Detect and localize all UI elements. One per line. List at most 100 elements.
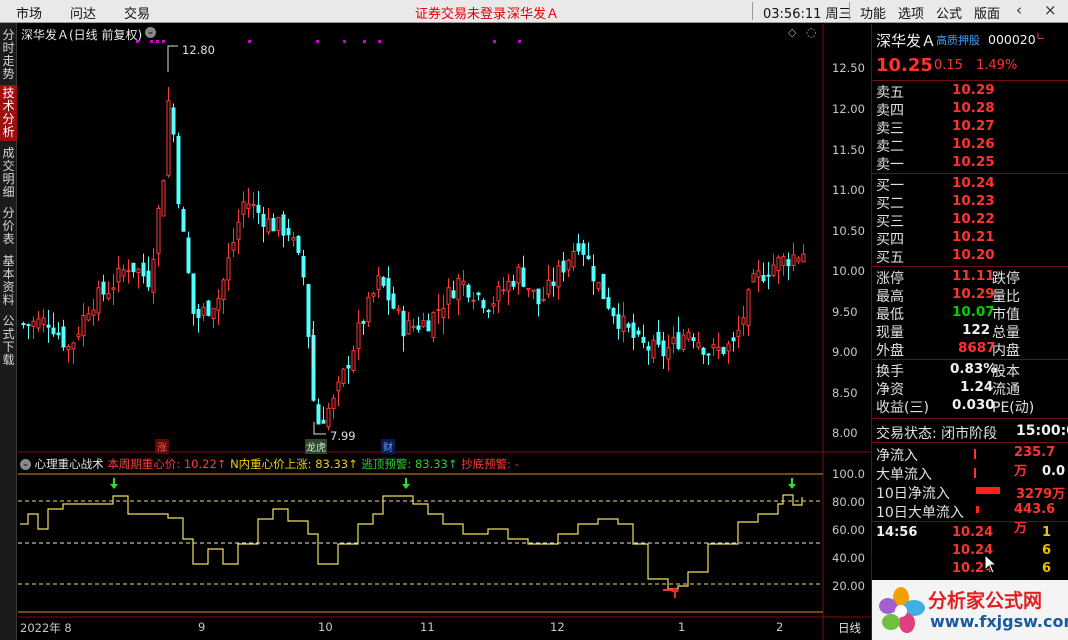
candle-body	[441, 307, 446, 319]
candle-body	[256, 204, 261, 213]
candle-body	[756, 270, 761, 278]
chart-area[interactable]: 深华发Ａ(日线 前复权) ⌄ ◇ ◌ 12.80 7.99 涨 龙虎 财 ⌄ 心…	[18, 24, 871, 640]
arrow-icon[interactable]: ∟	[1036, 30, 1046, 43]
event-label-limit-up[interactable]: 涨	[155, 439, 169, 454]
markers-group	[110, 40, 796, 598]
candle-body	[586, 255, 591, 260]
menu-formula[interactable]: 公式	[936, 7, 963, 22]
candle-body	[206, 300, 211, 316]
trade-login-warning[interactable]: 证券交易未登录	[415, 7, 507, 22]
candle-body	[606, 297, 611, 309]
candle-body	[396, 308, 401, 312]
candle-body	[386, 278, 391, 301]
candle-body	[496, 286, 501, 302]
candle-body	[156, 208, 161, 254]
candle-body	[741, 317, 746, 325]
ask-price[interactable]: 10.25	[952, 154, 995, 170]
flow-label: 净流入	[876, 448, 918, 464]
bid-price[interactable]: 10.20	[952, 247, 995, 263]
menu-options[interactable]: 选项	[898, 7, 925, 22]
candle-body	[101, 281, 106, 295]
close-button[interactable]: ×	[1044, 1, 1057, 19]
diamond-icon[interactable]: ◇	[788, 26, 797, 39]
price-tick: 10.00	[832, 264, 865, 278]
candlestick-chart-svg[interactable]	[18, 24, 871, 640]
flow-value: 235.7万	[1014, 445, 1056, 479]
stock-link[interactable]: 深华发Ａ	[507, 7, 560, 22]
bid-price[interactable]: 10.23	[952, 193, 995, 209]
candle-body	[736, 329, 741, 338]
ask-label: 卖一	[876, 157, 904, 173]
candle-body	[251, 203, 256, 207]
menu-wenda[interactable]: 问达	[70, 7, 97, 22]
bid-price[interactable]: 10.24	[952, 175, 995, 191]
event-label-dragon-tiger[interactable]: 龙虎	[305, 439, 327, 454]
candle-body	[106, 293, 111, 299]
flow-bar	[976, 487, 1000, 494]
menu-trade[interactable]: 交易	[124, 7, 151, 22]
chevron-down-icon[interactable]: ⌄	[20, 459, 31, 470]
candle-body	[381, 277, 386, 286]
tab-formula-download[interactable]: 公式下载	[2, 314, 15, 367]
candle-body	[316, 404, 321, 425]
bid-label: 买一	[876, 178, 904, 194]
stat-label: 涨停	[876, 271, 904, 287]
candle-body	[531, 289, 536, 292]
menu-function[interactable]: 功能	[860, 7, 887, 22]
candle-body	[761, 275, 766, 282]
candle-body	[776, 256, 781, 272]
ask-price[interactable]: 10.26	[952, 136, 995, 152]
flower-logo-icon	[879, 587, 925, 633]
bid-price[interactable]: 10.21	[952, 229, 995, 245]
price-change: 0.15	[934, 58, 963, 73]
period-label[interactable]: 日线	[838, 621, 861, 635]
ask-price[interactable]: 10.29	[952, 82, 995, 98]
candle-body	[476, 292, 481, 296]
candle-body	[706, 353, 711, 356]
menu-market[interactable]: 市场	[16, 7, 43, 22]
ask-label: 卖三	[876, 121, 904, 137]
price-tick: 10.50	[832, 224, 865, 238]
fin-value: 0.030	[952, 397, 995, 413]
candle-body	[46, 324, 51, 328]
candle-body	[306, 284, 311, 337]
tick-price: 10.24	[952, 543, 994, 558]
candle-body	[301, 255, 306, 278]
candle-body	[211, 307, 216, 320]
candle-body	[166, 100, 171, 176]
candle-body	[431, 312, 436, 338]
candle-body	[41, 317, 46, 326]
indicator-name[interactable]: 心理重心战术	[34, 457, 104, 471]
watermark-url: www.fxjgsw.com	[930, 612, 1068, 631]
candle-body	[781, 256, 786, 266]
tab-price-table[interactable]: 分价表	[2, 206, 15, 246]
stat-value: 10.29	[952, 286, 995, 302]
candle-body	[196, 308, 201, 319]
tab-trade-details[interactable]: 成交明细	[2, 146, 15, 199]
settings-icon[interactable]: ◌	[806, 25, 817, 39]
candle-body	[641, 336, 646, 344]
candle-body	[146, 270, 151, 288]
tab-intraday[interactable]: 分时走势	[2, 28, 15, 81]
menu-layout[interactable]: 版面	[974, 7, 1001, 22]
event-label-finance[interactable]: 财	[381, 439, 395, 454]
divider	[872, 521, 1068, 522]
tab-basic-info[interactable]: 基本资料	[2, 254, 15, 307]
candle-body	[136, 268, 141, 274]
chevron-down-icon[interactable]: ⌄	[145, 27, 156, 38]
divider	[849, 2, 850, 20]
candle-body	[766, 274, 771, 277]
candle-body	[141, 262, 146, 277]
ask-price[interactable]: 10.27	[952, 118, 995, 134]
candle-body	[401, 310, 406, 337]
pledge-badge[interactable]: 高质押股	[936, 34, 980, 47]
bid-price[interactable]: 10.22	[952, 211, 995, 227]
candle-body	[711, 344, 716, 349]
back-button[interactable]: ‹	[1016, 1, 1022, 19]
fin-label: 股本	[992, 364, 1020, 380]
candle-body	[371, 292, 376, 297]
ask-price[interactable]: 10.28	[952, 100, 995, 116]
candle-body	[456, 278, 461, 301]
tab-technical-analysis[interactable]: 技术分析	[0, 85, 17, 141]
tick-time: 14:56	[876, 525, 918, 540]
